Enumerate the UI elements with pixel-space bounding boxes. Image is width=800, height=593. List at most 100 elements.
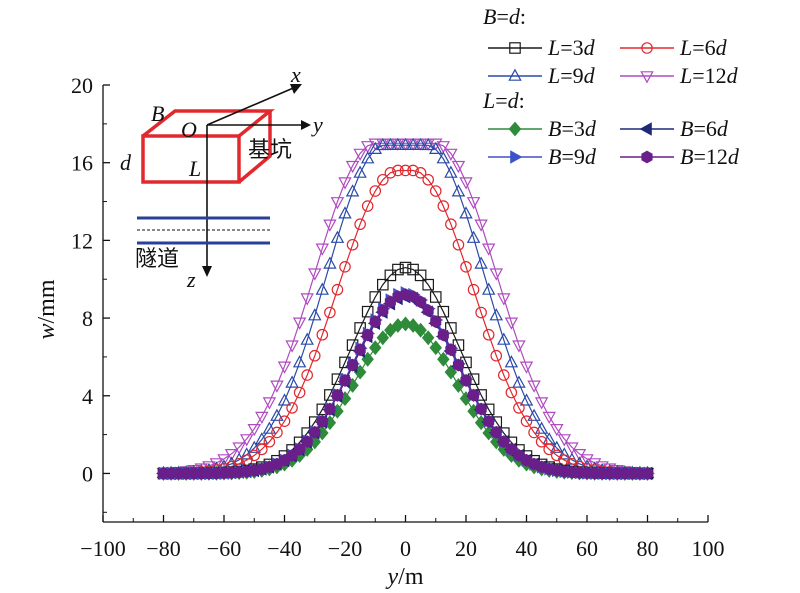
y-axis-title: w/mm bbox=[34, 279, 60, 339]
data-point bbox=[262, 397, 277, 410]
x-tick-label: 60 bbox=[576, 536, 598, 561]
data-point bbox=[377, 173, 389, 186]
inset-label-z: z bbox=[186, 267, 196, 292]
x-tick-label: 20 bbox=[455, 536, 477, 561]
data-point bbox=[407, 263, 419, 276]
data-point bbox=[451, 184, 466, 197]
data-point bbox=[301, 435, 313, 448]
series-b-3d bbox=[157, 316, 654, 481]
data-point bbox=[399, 164, 412, 177]
data-point bbox=[301, 369, 313, 381]
legend-marker bbox=[640, 71, 654, 84]
data-point bbox=[263, 435, 276, 448]
data-point bbox=[285, 375, 299, 388]
data-point bbox=[300, 332, 314, 345]
x-tick-label: −40 bbox=[267, 536, 301, 561]
y-arrow-head bbox=[301, 120, 311, 130]
z-arrow-head bbox=[202, 266, 212, 277]
data-point bbox=[406, 137, 420, 150]
data-point bbox=[345, 160, 360, 174]
data-point bbox=[360, 151, 375, 164]
data-point bbox=[490, 425, 502, 439]
legend-label: L=3d bbox=[547, 35, 596, 60]
data-point bbox=[415, 295, 427, 309]
data-point bbox=[369, 185, 382, 197]
data-point bbox=[277, 361, 292, 374]
legend-label: L=12d bbox=[679, 63, 739, 88]
data-point bbox=[498, 369, 510, 381]
series-l-12d bbox=[156, 138, 655, 481]
data-point bbox=[429, 291, 442, 303]
data-point bbox=[248, 449, 261, 462]
data-point bbox=[339, 261, 351, 273]
data-point bbox=[474, 256, 488, 269]
x-tick-label: −20 bbox=[328, 536, 362, 561]
x-tick-label: −100 bbox=[80, 536, 125, 561]
data-point bbox=[557, 434, 572, 447]
x-arrow-head bbox=[290, 84, 302, 94]
data-point bbox=[392, 164, 404, 177]
data-point bbox=[391, 137, 405, 150]
data-point bbox=[445, 218, 457, 231]
x-tick-label: −80 bbox=[146, 536, 180, 561]
data-point bbox=[534, 397, 549, 410]
data-point bbox=[490, 349, 503, 362]
legend-marker bbox=[509, 42, 521, 54]
data-point bbox=[377, 304, 389, 317]
legend-label: L=9d bbox=[547, 63, 596, 88]
x-tick-label: −60 bbox=[207, 536, 241, 561]
data-point bbox=[407, 164, 419, 177]
data-point bbox=[543, 443, 555, 456]
data-point bbox=[316, 415, 328, 428]
data-point bbox=[362, 328, 374, 342]
data-point bbox=[217, 454, 231, 467]
data-point bbox=[345, 184, 360, 197]
data-point bbox=[354, 218, 366, 231]
pit-box-top bbox=[141, 109, 275, 138]
inset-label-tunnel: 隧道 bbox=[135, 246, 179, 271]
legend-marker bbox=[641, 42, 653, 54]
data-point bbox=[339, 374, 351, 387]
data-point bbox=[513, 402, 525, 414]
data-point bbox=[361, 200, 374, 212]
legend-label: L=6d bbox=[679, 35, 728, 60]
axes: −100 −80 −60 −40 −20 0 20 40 60 80 100 0 4 8 12 16 20 y/m… bbox=[34, 73, 725, 590]
data-point bbox=[300, 293, 314, 306]
data-point bbox=[316, 328, 329, 341]
data-point bbox=[309, 425, 321, 439]
data-point bbox=[293, 386, 306, 399]
data-point bbox=[278, 415, 291, 428]
data-point bbox=[489, 308, 504, 321]
data-point bbox=[392, 263, 404, 276]
data-point bbox=[528, 426, 540, 439]
data-point bbox=[468, 388, 480, 402]
data-point bbox=[459, 206, 473, 219]
legend-marker bbox=[508, 68, 522, 81]
y-tick-label: 12 bbox=[71, 228, 93, 253]
inset-label-l: L bbox=[188, 156, 201, 181]
data-point bbox=[256, 443, 268, 456]
data-point bbox=[315, 243, 330, 256]
data-point bbox=[292, 317, 307, 330]
data-point bbox=[429, 340, 442, 356]
data-point bbox=[451, 160, 466, 174]
data-point bbox=[353, 165, 367, 178]
data-point bbox=[444, 165, 458, 178]
data-point bbox=[421, 330, 435, 346]
data-point bbox=[482, 328, 495, 341]
x-tick-label: 80 bbox=[637, 536, 659, 561]
data-point bbox=[338, 177, 352, 190]
data-point bbox=[377, 278, 389, 291]
data-point bbox=[489, 268, 504, 281]
data-point bbox=[520, 415, 533, 428]
legend-marker bbox=[510, 150, 523, 164]
data-point bbox=[354, 343, 366, 357]
data-point bbox=[369, 340, 382, 356]
data-point bbox=[445, 322, 457, 334]
data-point bbox=[505, 386, 518, 399]
data-point bbox=[466, 197, 481, 210]
data-point bbox=[475, 306, 487, 319]
data-point bbox=[421, 137, 435, 151]
